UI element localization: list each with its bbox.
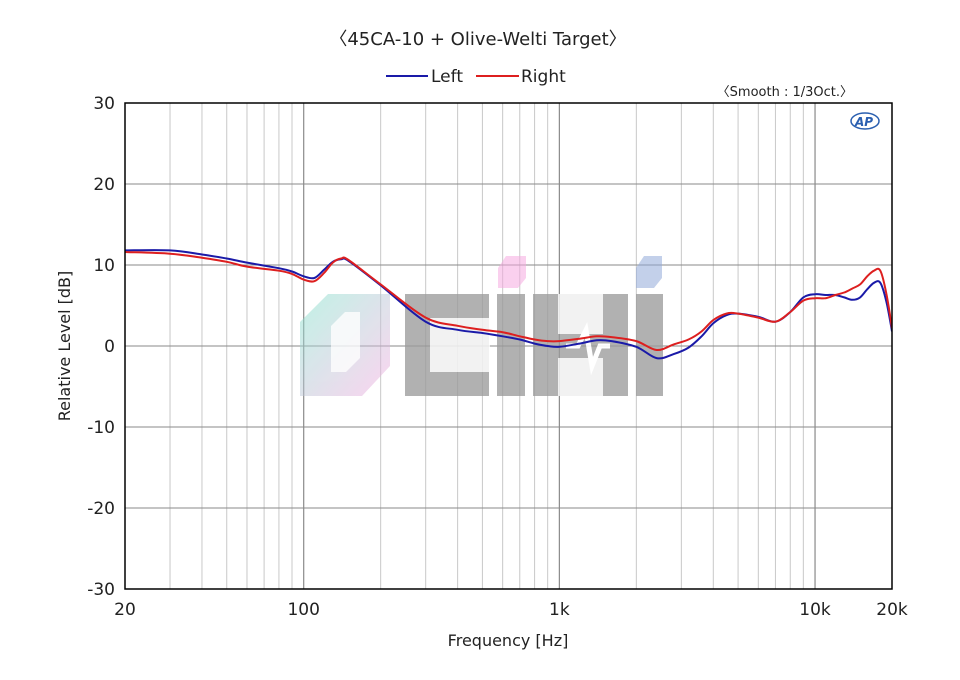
x-tick-label: 1k (549, 600, 570, 620)
x-tick-label: 20 (114, 600, 136, 620)
plot-border (124, 102, 893, 590)
watermark-dot-pink (498, 256, 526, 288)
ap-logo: AP (850, 112, 880, 130)
watermark-letter-h-top-cut (558, 294, 603, 334)
y-tick-label: 0 (104, 337, 115, 357)
x-tick-label: 20k (876, 600, 908, 620)
watermark-badge-hole (331, 312, 360, 372)
watermark-letter-i1 (497, 294, 525, 396)
watermark-letter-i2 (636, 294, 663, 396)
legend-label-left: Left (431, 67, 463, 87)
ap-logo-text: AP (854, 115, 873, 129)
ap-logo-ring (850, 112, 880, 130)
watermark-dot-blue (636, 256, 662, 288)
watermark-letter-h-bottom-cut (558, 358, 603, 396)
legend-label-right: Right (521, 67, 566, 87)
y-tick-label: -30 (87, 580, 115, 600)
y-axis-title: Relative Level [dB] (55, 271, 74, 422)
smoothing-note: 〈Smooth : 1/3Oct.〉 (717, 85, 853, 100)
series-line-right (125, 251, 892, 352)
legend: Left Right (386, 67, 566, 87)
y-tick-label: 20 (93, 175, 115, 195)
x-axis-title: Frequency [Hz] (448, 631, 569, 650)
y-tick-label: 10 (93, 256, 115, 276)
x-tick-labels: 20 100 1k 10k 20k (114, 600, 908, 620)
chart-title: 〈45CA-10 + Olive-Welti Target〉 (329, 29, 626, 50)
x-tick-label: 100 (287, 600, 319, 620)
y-tick-label: -20 (87, 499, 115, 519)
x-tick-label: 10k (799, 600, 831, 620)
y-tick-label: -10 (87, 418, 115, 438)
watermark (300, 256, 663, 396)
watermark-wave-glyph (566, 322, 610, 376)
y-tick-label: 30 (93, 94, 115, 114)
y-tick-labels: 30 20 10 0 -10 -20 -30 (87, 94, 115, 600)
series-group (125, 249, 892, 360)
